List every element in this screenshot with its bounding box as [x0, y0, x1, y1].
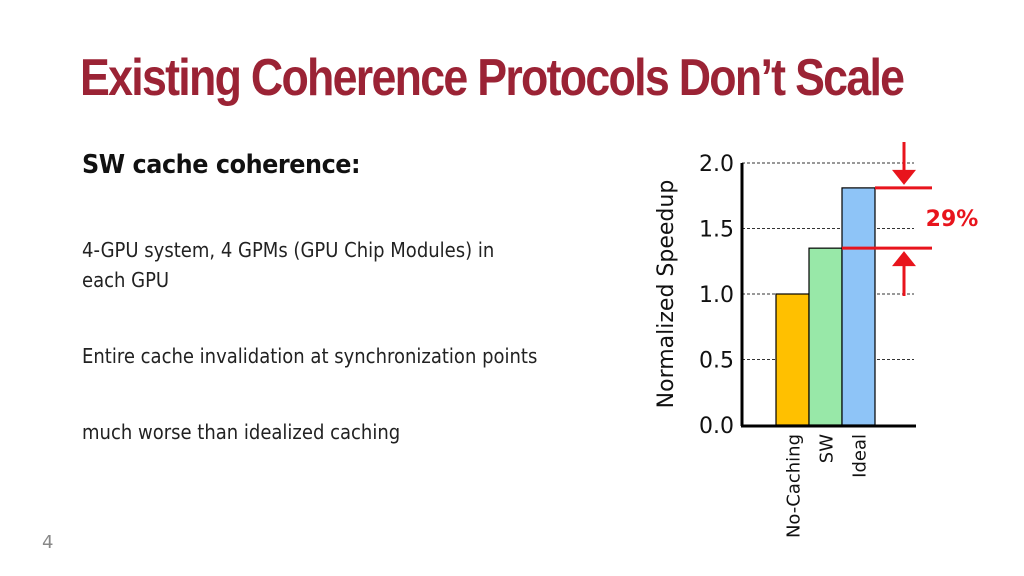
- y-tick-label: 1.0: [699, 283, 734, 308]
- y-tick-label: 0.5: [699, 349, 734, 374]
- bar-ideal: [841, 187, 876, 426]
- section-subheading: SW cache coherence:: [82, 150, 361, 180]
- page-number: 4: [42, 532, 54, 553]
- y-tick-label: 2.0: [699, 152, 734, 177]
- slide-title: Existing Coherence Protocols Don’t Scale: [80, 49, 905, 107]
- annotation-label: 29%: [926, 207, 979, 232]
- category-label: SW: [817, 434, 838, 463]
- bar-sw: [808, 247, 843, 426]
- bullet-text: Entire cache invalidation at synchroniza…: [82, 344, 538, 368]
- category-label: No-Caching: [784, 434, 805, 538]
- annotation-down-arrow-icon: [892, 169, 916, 185]
- y-tick-label: 0.0: [699, 414, 734, 439]
- bullet-text: 4-GPU system, 4 GPMs (GPU Chip Modules) …: [82, 238, 495, 262]
- bullet-text: much worse than idealized caching: [82, 420, 401, 444]
- y-axis-title: Normalized Speedup: [654, 180, 679, 409]
- y-tick-label: 1.5: [699, 218, 734, 243]
- bullet-text-continued: each GPU: [82, 268, 170, 292]
- annotation-up-arrow-icon: [892, 251, 916, 267]
- category-label: Ideal: [850, 434, 871, 478]
- bar-no-caching: [775, 293, 810, 426]
